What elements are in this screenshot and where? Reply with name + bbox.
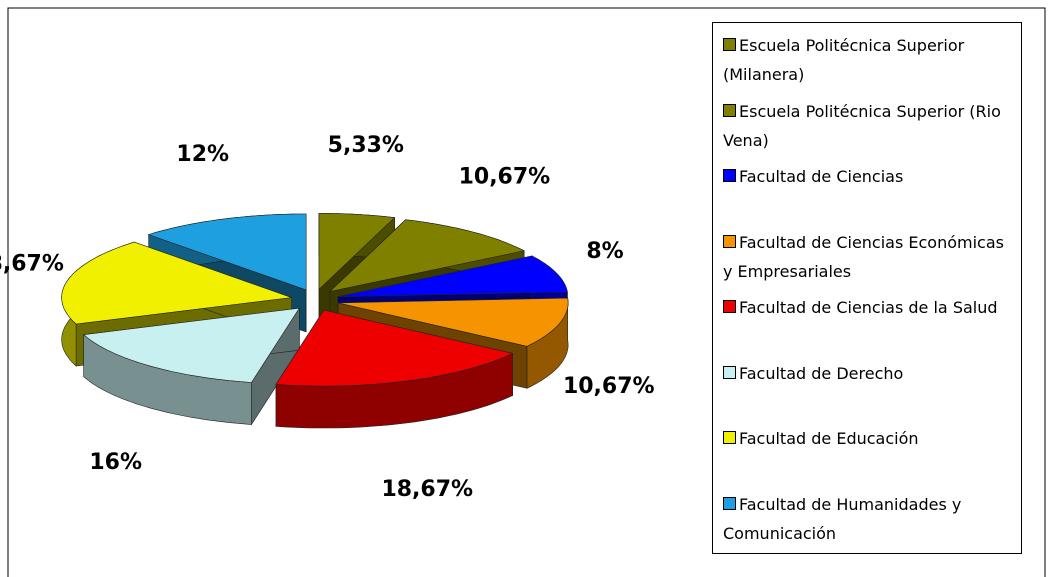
slice — [147, 213, 307, 291]
legend-label: Facultad de Ciencias Económicas y Empres… — [723, 232, 1004, 281]
legend-label: Facultad de Humanidades y Comunicación — [723, 494, 962, 543]
legend-swatch — [723, 365, 736, 379]
legend: Escuela Politécnica Superior (Milanera) E… — [712, 22, 1022, 554]
legend-swatch — [723, 234, 736, 248]
legend-label: Facultad de Derecho — [739, 363, 904, 383]
legend-item: Facultad de Humanidades y Comunicación — [723, 490, 1018, 548]
legend-item: Facultad de Derecho — [723, 359, 1018, 388]
legend-label: Escuela Politécnica Superior (Rio Vena) — [723, 101, 1001, 150]
legend-item: Escuela Politécnica Superior (Milanera) — [723, 31, 1018, 89]
legend-item: Facultad de Educación — [723, 424, 1018, 453]
slice — [275, 309, 514, 429]
legend-label: Facultad de Educación — [739, 429, 919, 448]
legend-item: Escuela Politécnica Superior (Rio Vena) — [723, 97, 1018, 155]
legend-label: Facultad de Ciencias — [739, 167, 904, 186]
legend-swatch — [723, 300, 736, 313]
data-label: 16% — [89, 450, 142, 475]
slice — [61, 241, 292, 325]
legend-swatch — [723, 496, 736, 510]
legend-label: Facultad de Ciencias de la Salud — [739, 298, 998, 317]
data-label: 18,67% — [381, 477, 473, 502]
data-label: 10,67% — [459, 165, 551, 190]
legend-swatch — [723, 169, 736, 182]
legend-item: Facultad de Ciencias de la Salud — [723, 293, 1018, 322]
slice — [82, 307, 300, 426]
data-label: 12% — [176, 142, 229, 167]
legend-swatch — [723, 103, 736, 117]
legend-item: Facultad de Ciencias Económicas y Empres… — [723, 228, 1018, 286]
legend-item: Facultad de Ciencias — [723, 162, 1018, 191]
data-label: 5,33% — [328, 133, 404, 158]
data-label: 10,67% — [563, 374, 655, 399]
slice — [275, 309, 514, 387]
data-label: 8% — [586, 239, 623, 264]
slice — [82, 307, 300, 383]
data-label: 18,67% — [0, 251, 64, 276]
chart-border — [7, 7, 1046, 577]
legend-label: Escuela Politécnica Superior (Milanera) — [723, 36, 965, 84]
legend-swatch — [723, 38, 736, 51]
slice — [318, 213, 396, 291]
slice — [337, 255, 568, 297]
legend-swatch — [723, 431, 736, 444]
slice — [338, 297, 569, 347]
slice — [328, 219, 525, 293]
